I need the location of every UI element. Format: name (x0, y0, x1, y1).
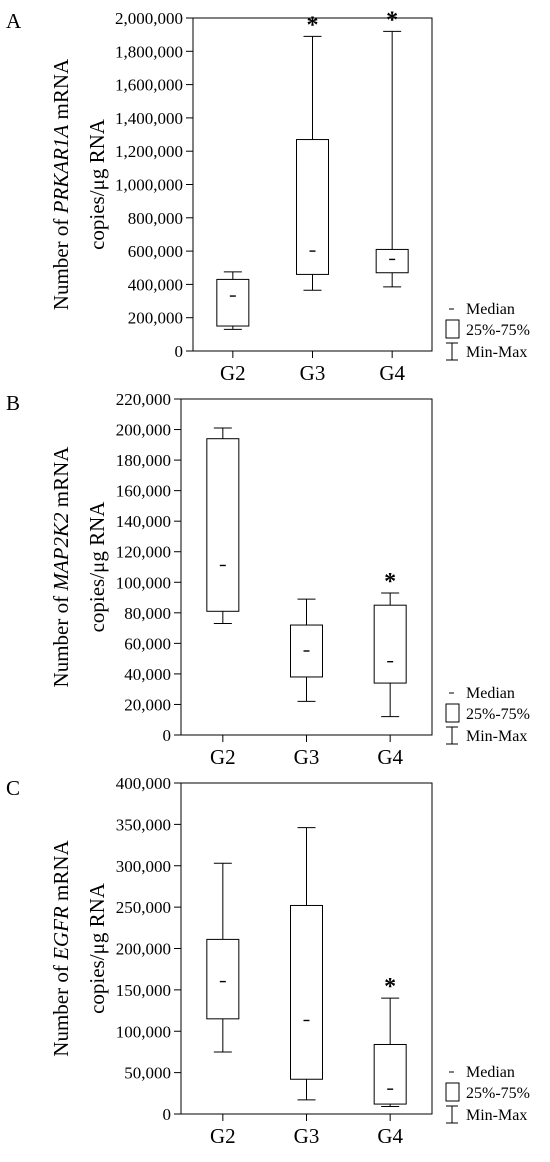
y-tick-label: 0 (175, 342, 184, 361)
x-tick-label: G4 (377, 1124, 403, 1148)
panel-label: A (6, 9, 22, 33)
legend-box-symbol (445, 319, 460, 339)
legend-median-label: Median (466, 301, 515, 318)
box-g3 (290, 598, 323, 702)
legend-median-label: Median (466, 1064, 515, 1081)
y-tick-label: 350,000 (116, 815, 171, 834)
box-g4: * (375, 7, 409, 288)
y-tick-label: 400,000 (116, 774, 171, 793)
iqr-box (296, 139, 329, 275)
y-tick-label: 250,000 (116, 898, 171, 917)
y-tick-label: 0 (163, 1105, 172, 1124)
y-tick-label: 200,000 (116, 940, 171, 959)
legend-box-label: 25%-75% (466, 706, 530, 723)
box-g3 (290, 827, 323, 1101)
y-axis-label-line2: copies/μg RNA (85, 501, 109, 633)
y-tick-label: 100,000 (116, 1022, 171, 1041)
y-tick-label: 400,000 (128, 275, 183, 294)
y-tick-label: 160,000 (116, 482, 171, 501)
legend-whisker-label: Min-Max (466, 344, 527, 361)
y-tick-label: 1,600,000 (115, 76, 183, 95)
legend: Median 25%-75% Min-Max (445, 301, 530, 361)
box-g2 (206, 427, 240, 625)
x-tick-label: G3 (300, 361, 326, 385)
box-g2 (206, 862, 240, 1053)
x-tick-label: G4 (379, 361, 405, 385)
legend: Median 25%-75% Min-Max (445, 1064, 530, 1124)
panel-label: C (6, 776, 20, 800)
iqr-box (216, 278, 250, 327)
legend-whisker-label: Min-Max (466, 1107, 527, 1124)
box-g3: * (296, 12, 329, 291)
significance-star: * (307, 12, 319, 38)
y-tick-label: 300,000 (116, 857, 171, 876)
significance-star: * (384, 569, 396, 595)
y-tick-label: 100,000 (116, 573, 171, 592)
y-axis-label: Number of PRKAR1A mRNA (49, 58, 73, 310)
significance-star: * (384, 974, 396, 1000)
panel-c: C 0 50,000 100,000 150,000 200,000 250,000 300,… (6, 774, 530, 1148)
y-tick-label: 20,000 (124, 695, 171, 714)
legend-whisker-label: Min-Max (466, 728, 527, 745)
x-tick-label: G2 (210, 745, 236, 769)
y-tick-label: 40,000 (124, 665, 171, 684)
y-tick-label: 120,000 (116, 543, 171, 562)
panel-label: B (6, 391, 20, 415)
iqr-box (206, 438, 240, 612)
iqr-box (375, 248, 409, 274)
y-tick-label: 1,400,000 (115, 109, 183, 128)
y-tick-label: 600,000 (128, 242, 183, 261)
y-tick-label: 150,000 (116, 981, 171, 1000)
y-tick-label: 180,000 (116, 451, 171, 470)
x-tick-label: G2 (220, 361, 246, 385)
legend-box-label: 25%-75% (466, 1085, 530, 1102)
y-axis-label-line2: copies/μg RNA (85, 118, 109, 250)
panel-b: B 0 20,000 40,000 60,000 80,000 100,000 120,000… (6, 390, 530, 769)
legend: Median 25%-75% Min-Max (445, 685, 530, 745)
x-tick-label: G2 (210, 1124, 236, 1148)
y-tick-label: 220,000 (116, 390, 171, 409)
y-tick-label: 140,000 (116, 512, 171, 531)
x-tick-label: G3 (294, 745, 320, 769)
y-axis-label-line2: copies/μg RNA (85, 882, 109, 1014)
box-g2 (216, 271, 250, 330)
x-tick-label: G3 (294, 1124, 320, 1148)
legend-median-label: Median (466, 685, 515, 702)
y-tick-label: 1,800,000 (115, 42, 183, 61)
y-tick-label: 2,000,000 (115, 9, 183, 28)
y-tick-label: 800,000 (128, 209, 183, 228)
iqr-box (373, 1043, 407, 1105)
significance-star: * (386, 7, 398, 33)
iqr-box (373, 604, 407, 684)
legend-box-symbol (445, 703, 460, 723)
y-tick-label: 1,200,000 (115, 142, 183, 161)
legend-box-symbol (445, 1082, 460, 1102)
y-tick-label: 60,000 (124, 634, 171, 653)
legend-box-label: 25%-75% (466, 322, 530, 339)
iqr-box (290, 904, 323, 1080)
y-axis-label: Number of MAP2K2 mRNA (49, 446, 73, 688)
y-tick-label: 1,000,000 (115, 176, 183, 195)
y-tick-label: 0 (163, 726, 172, 745)
y-tick-label: 200,000 (128, 309, 183, 328)
y-tick-label: 50,000 (124, 1064, 171, 1083)
box-g4: * (373, 974, 407, 1108)
y-tick-label: 80,000 (124, 604, 171, 623)
x-tick-label: G4 (377, 745, 403, 769)
box-g4: * (373, 569, 407, 718)
y-tick-label: 200,000 (116, 421, 171, 440)
y-axis-label: Number of EGFR mRNA (49, 839, 73, 1056)
panel-a: A 0 200,000 400,000 600,000 800,000 1,000,000 1… (6, 7, 530, 385)
iqr-box (206, 938, 240, 1020)
